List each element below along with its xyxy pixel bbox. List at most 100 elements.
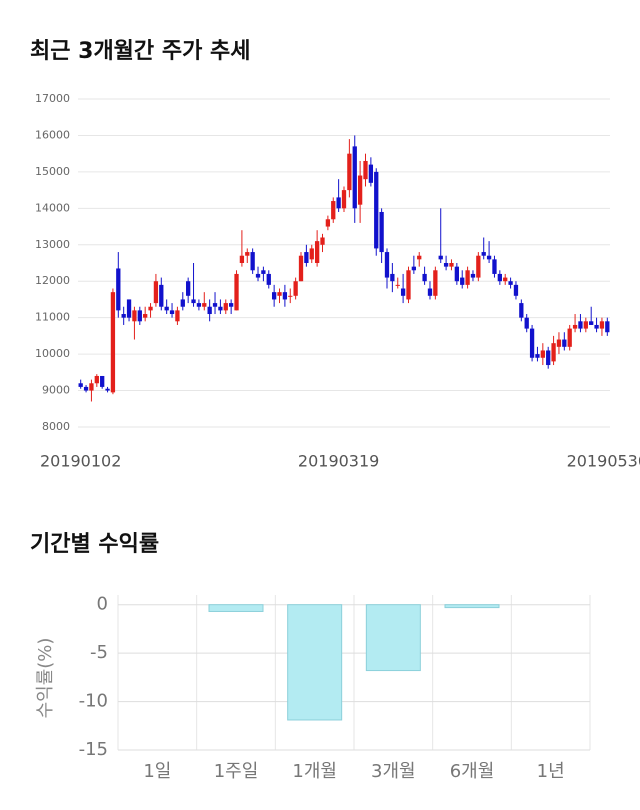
candle-body [277,292,282,296]
bar [287,604,343,721]
candle-body [529,328,535,358]
candle-body [357,175,363,205]
candle-body [400,288,406,296]
candle-body [578,321,583,329]
candle-body [239,255,245,263]
candle-body [368,164,374,183]
candle-body [589,321,594,325]
candle-body [572,324,578,329]
candle-body [336,197,341,209]
candle-body [169,310,175,315]
candle-body [255,273,261,278]
candle-body [519,303,524,318]
candle-body [137,310,142,322]
x-tick-label: 1년 [537,761,565,782]
candle-body [406,270,411,300]
candle-body [229,303,234,307]
candle-body [605,321,610,333]
candle-body [433,270,438,296]
x-tick-label: 6개월 [450,761,495,782]
candle-body [105,388,110,391]
candle-body [594,324,599,329]
candle-body [503,277,508,282]
candle-body [207,306,212,315]
candle-body [83,386,89,391]
candle-body [513,284,519,296]
candle-body [212,303,218,307]
candle-body [551,343,556,362]
x-tick-label: 3개월 [371,761,416,782]
candle-body [78,383,83,387]
candle-body [282,292,288,300]
candle-body [395,284,400,286]
candle-body [153,281,159,304]
x-tick-label: 20190102 [40,452,121,471]
candle-body [341,190,347,209]
candle-body [497,273,502,282]
candle-body [110,292,116,393]
candle-body [180,299,185,307]
candle-body [363,160,368,180]
candle-body [460,277,465,285]
x-tick-label: 1개월 [292,761,337,782]
candle-body [384,252,390,278]
x-tick-label: 1주일 [214,761,259,782]
candle-body [132,310,137,322]
candle-body [148,306,153,311]
candle-body [223,303,228,311]
candle-body [486,255,492,260]
candle-body [89,383,94,391]
chart-title: 기간별 수익률 [30,532,159,557]
candle-body [100,375,105,387]
candle-body [271,292,277,300]
candle-body [524,317,529,329]
candle-body [234,273,239,311]
candle-body [411,266,417,271]
candle-body [261,270,266,274]
y-tick-label: 0 [97,594,108,615]
y-axis-label: 수익률(%) [35,638,56,719]
x-tick-label: 20190319 [298,452,379,471]
y-tick-label: 9000 [42,384,70,397]
candle-body [556,339,562,347]
candle-body [331,201,336,220]
y-tick-label: 8000 [42,420,70,433]
candle-body [481,252,486,256]
candle-body [347,153,352,191]
candle-body [325,219,331,227]
candle-body [540,350,545,358]
candle-body [159,284,164,307]
candle-body [599,321,605,329]
candle-body [465,270,470,285]
candle-body [293,281,298,296]
candle-body [443,263,449,267]
candle-body [304,252,309,263]
y-tick-label: -5 [90,642,108,663]
candle-body [191,299,196,304]
candle-body [298,255,304,282]
y-tick-label: 11000 [35,311,70,324]
candle-body [126,299,132,318]
candle-body [390,273,395,282]
candle-body [309,248,314,260]
candle-body [470,273,476,278]
candle-body [535,354,540,358]
x-tick-label: 1일 [143,761,171,782]
candle-body [250,252,255,271]
chart-title: 최근 3개월간 주가 추세 [30,39,250,64]
candle-body [288,295,293,297]
y-tick-label: 16000 [35,128,70,141]
y-tick-label: -10 [79,691,108,712]
y-tick-label: 10000 [35,347,70,360]
candle-body [492,259,497,274]
candle-body [164,306,169,311]
candle-body [476,255,481,278]
bar [208,604,264,612]
candle-body [449,263,454,267]
candle-body [314,241,320,263]
bar [444,604,500,609]
candle-body [427,288,433,296]
candle-body [562,339,567,347]
candle-body [546,350,551,366]
x-tick-label: 20190530 [567,452,640,471]
